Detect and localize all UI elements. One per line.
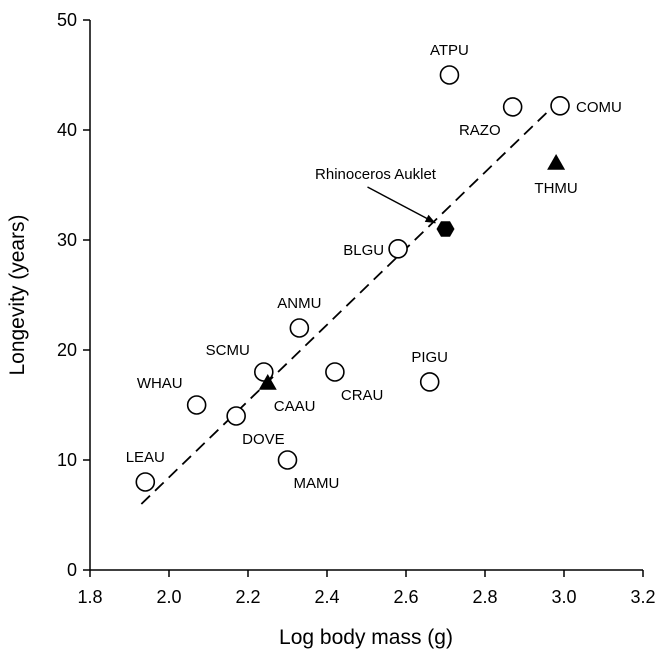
point-mamu xyxy=(277,450,298,470)
point-label-comu: COMU xyxy=(576,99,622,116)
y-tick-label: 20 xyxy=(57,340,77,360)
point-whau xyxy=(186,395,207,415)
y-axis-title: Longevity (years) xyxy=(6,214,29,375)
point-label-whau: WHAU xyxy=(137,375,183,392)
point-label-atpu: ATPU xyxy=(430,42,469,59)
point-label-crau: CRAU xyxy=(341,387,384,404)
y-tick-label: 30 xyxy=(57,230,77,250)
x-tick-label: 2.4 xyxy=(314,587,339,607)
x-tick-label: 2.2 xyxy=(235,587,260,607)
point-comu xyxy=(550,96,570,116)
point-pigu xyxy=(419,372,440,392)
point-leau xyxy=(135,472,156,492)
y-tick-label: 50 xyxy=(57,10,77,30)
x-tick-label: 2.6 xyxy=(393,587,418,607)
callout-arrow-head xyxy=(424,214,436,223)
point-label-dove: DOVE xyxy=(242,431,285,448)
point-label-scmu: SCMU xyxy=(206,342,250,359)
point-label-thmu: THMU xyxy=(534,180,577,197)
point-label-blgu: BLGU xyxy=(343,242,384,259)
points-layer xyxy=(135,65,570,492)
point-label-caau: CAAU xyxy=(274,398,316,415)
point-thmu xyxy=(547,154,566,170)
point-anmu xyxy=(289,318,310,338)
point-label-pigu: PIGU xyxy=(411,349,448,366)
trend-line xyxy=(140,102,557,505)
x-axis-title: Log body mass (g) xyxy=(279,626,453,649)
point-label-mamu: MAMU xyxy=(294,475,340,492)
y-tick-label: 10 xyxy=(57,450,77,470)
x-tick-label: 2.0 xyxy=(156,587,181,607)
point-label-leau: LEAU xyxy=(126,449,165,466)
trend-layer xyxy=(140,102,557,505)
x-tick-label: 2.8 xyxy=(472,587,497,607)
y-tick-label: 0 xyxy=(67,560,77,580)
x-tick-label: 1.8 xyxy=(77,587,102,607)
ticks-layer: 1.8 2.0 2.2 2.4 2.6 2.8 3.0 3.2 0 10 20 30 40 50 xyxy=(57,10,656,607)
point-rhinoceros-auklet xyxy=(436,221,455,237)
point-atpu xyxy=(439,65,460,85)
point-dove xyxy=(226,406,246,426)
point-blgu xyxy=(388,239,408,259)
point-label-anmu: ANMU xyxy=(277,295,321,312)
point-razo xyxy=(502,97,523,117)
point-crau xyxy=(325,362,345,382)
x-tick-label: 3.2 xyxy=(630,587,655,607)
point-label-rhinoceros-auklet: Rhinoceros Auklet xyxy=(315,166,437,183)
labels-layer: LEAU WHAU DOVE SCMU ANMU MAMU CRAU BLGU PIGU ATPU… xyxy=(126,42,622,492)
callout-arrow-line xyxy=(367,186,436,224)
y-tick-label: 40 xyxy=(57,120,77,140)
point-caau xyxy=(258,374,277,390)
x-tick-label: 3.0 xyxy=(551,587,576,607)
axes-layer xyxy=(89,20,643,571)
point-label-razo: RAZO xyxy=(459,122,501,139)
